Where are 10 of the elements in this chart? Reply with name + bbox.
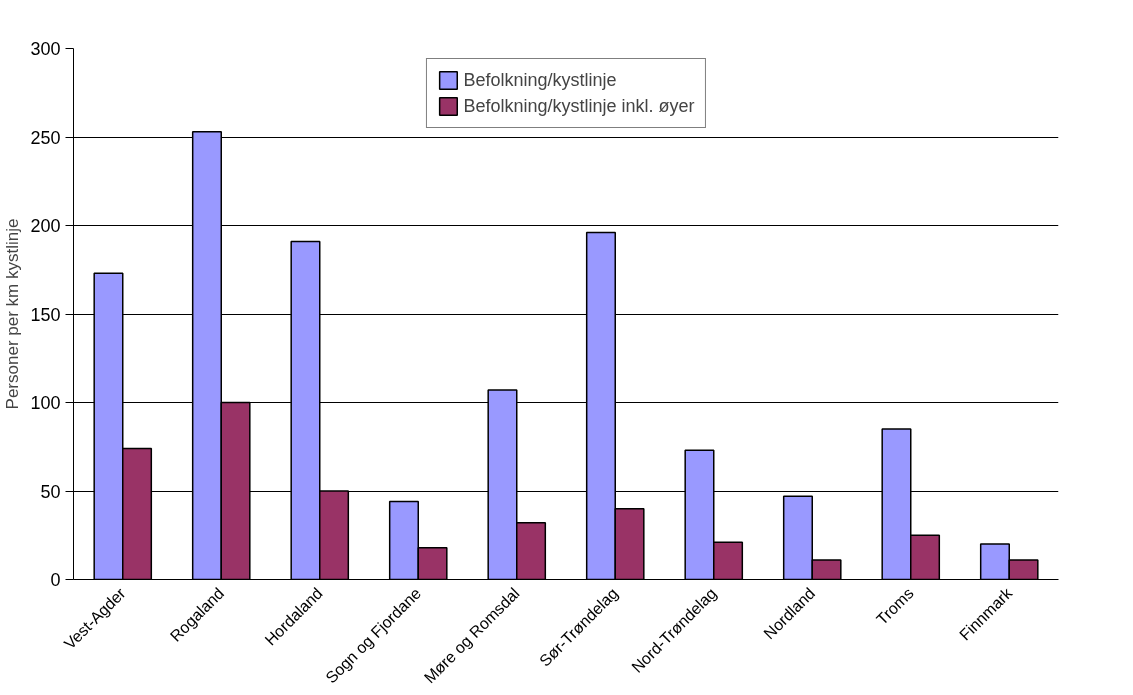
- y-tick-label: 250: [30, 127, 61, 148]
- y-axis-title: Personer per km kystlinje: [3, 218, 23, 410]
- y-tick-label: 100: [30, 393, 61, 413]
- y-tick-label: 0: [50, 570, 61, 590]
- y-tick-label: 150: [30, 304, 61, 325]
- y-tick-label: 50: [40, 481, 61, 502]
- legend-label: Befolkning/kystlinje: [463, 69, 617, 91]
- y-tick-label: 300: [30, 39, 61, 59]
- y-tick-label: 200: [30, 216, 61, 236]
- legend-label: Befolkning/kystlinje inkl. øyer: [463, 95, 695, 117]
